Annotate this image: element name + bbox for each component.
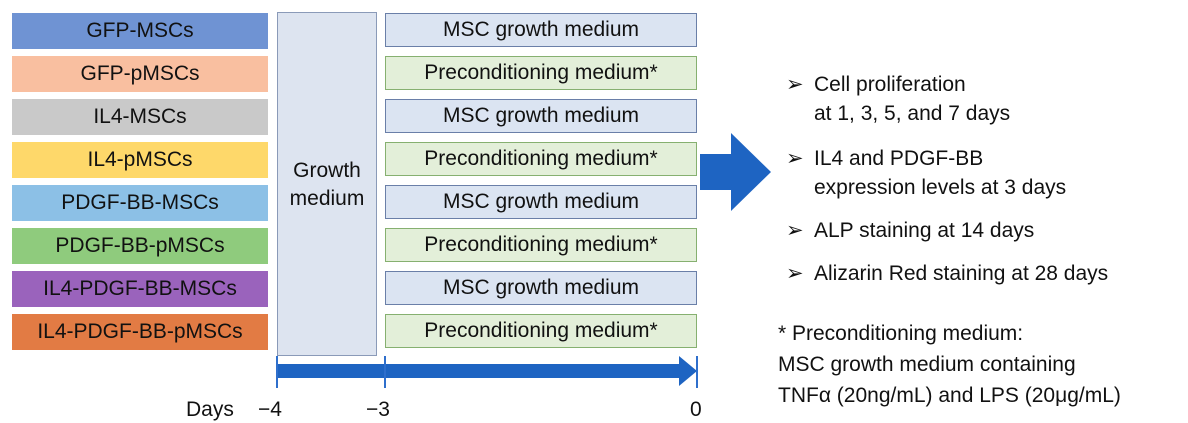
growth-medium-label-line1: Growth [293,159,361,182]
timeline-axis-label: Days [186,398,234,421]
medium-box: MSC growth medium [385,271,697,305]
group-gfp-pmscs: GFP-pMSCs [12,56,268,92]
arrow-bullet-icon: ➢ [786,262,804,285]
footnote-line: * Preconditioning medium: [778,322,1024,345]
result-line: Cell proliferation [814,73,966,96]
group-pdgf-bb-pmscs: PDGF-BB-pMSCs [12,228,268,264]
medium-box: MSC growth medium [385,99,697,133]
medium-box: MSC growth medium [385,185,697,219]
group-il4-mscs: IL4-MSCs [12,99,268,135]
result-text: IL4 and PDGF-BB expression levels at 3 d… [814,144,1066,202]
group-gfp-mscs: GFP-MSCs [12,13,268,49]
growth-medium-label: Growth medium [278,157,376,213]
preconditioning-footnote: * Preconditioning medium: MSC growth med… [778,318,1121,411]
medium-box: MSC growth medium [385,13,697,47]
medium-box: Preconditioning medium* [385,314,697,348]
arrow-bullet-icon: ➢ [786,73,804,96]
group-il4-pmscs: IL4-pMSCs [12,142,268,178]
footnote-line: TNFα (20ng/mL) and LPS (20μg/mL) [778,384,1121,407]
result-line: at 1, 3, 5, and 7 days [814,102,1011,125]
timeline-tick-label: −4 [258,398,282,421]
result-line: ALP staining at 14 days [814,219,1035,242]
flow-arrow [700,133,771,211]
result-text: Cell proliferation at 1, 3, 5, and 7 day… [814,70,1010,128]
medium-box: Preconditioning medium* [385,56,697,90]
growth-medium-label-line2: medium [289,187,365,210]
arrow-bullet-icon: ➢ [786,219,804,242]
group-il4-pdgf-bb-mscs: IL4-PDGF-BB-MSCs [12,271,268,307]
medium-box: Preconditioning medium* [385,228,697,262]
arrow-bullet-icon: ➢ [786,147,804,170]
growth-medium-phase: Growth medium [277,12,377,356]
timeline-bar [277,364,681,378]
result-line: expression levels at 3 days [814,176,1067,199]
timeline-arrowhead [679,356,697,386]
result-line: Alizarin Red staining at 28 days [814,262,1109,285]
footnote-line: MSC growth medium containing [778,353,1076,376]
timeline-tick-label: −3 [366,398,390,421]
group-pdgf-bb-mscs: PDGF-BB-MSCs [12,185,268,221]
result-line: IL4 and PDGF-BB [814,147,984,170]
medium-box: Preconditioning medium* [385,142,697,176]
group-il4-pdgf-bb-pmscs: IL4-PDGF-BB-pMSCs [12,314,268,350]
timeline-tick-label: 0 [690,398,702,421]
